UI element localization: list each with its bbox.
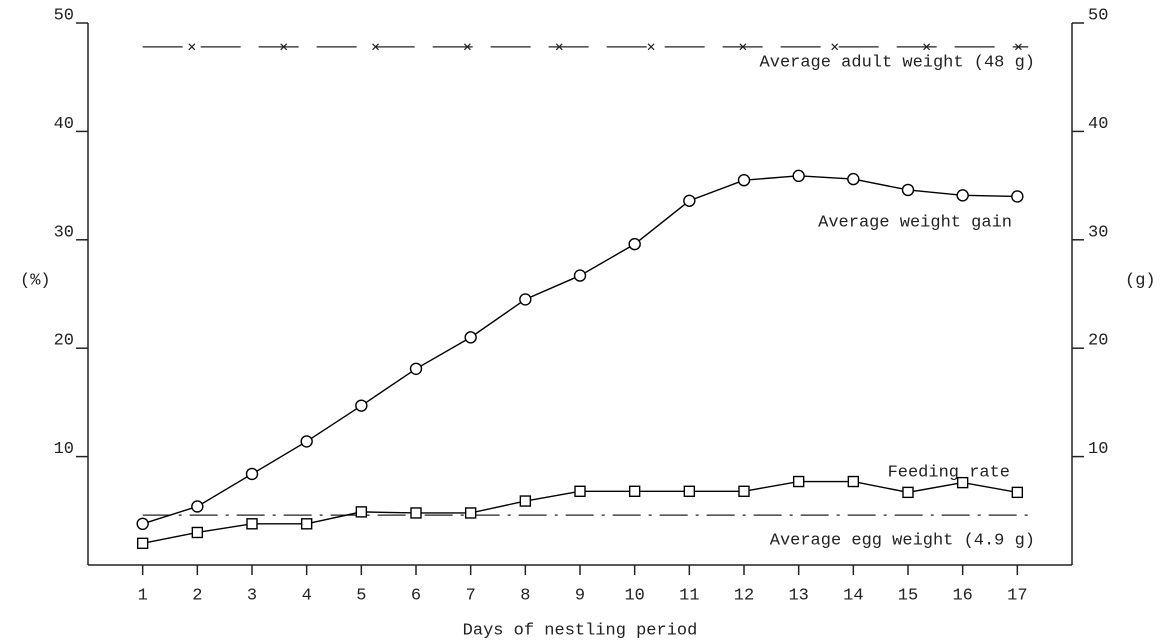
point [956,189,969,202]
x-tick-label: 4 [302,586,312,605]
y2-tick-label: 30 [1088,223,1108,242]
reference-marker [280,43,288,51]
y-tick-label: 20 [54,332,74,351]
y2-tick-label: 10 [1088,440,1108,459]
point [628,485,641,497]
point [1011,486,1024,499]
point [519,293,532,306]
point [410,507,422,519]
reference-marker [463,43,471,51]
reference-marker [739,43,747,51]
x-tick-label: 10 [624,586,644,605]
point [573,269,587,282]
reference-marker [923,43,931,51]
y-tick-label: 30 [54,223,74,242]
point [300,518,313,530]
point [901,183,915,197]
x-tick-label: 1 [138,586,148,605]
x-tick-label: 5 [356,586,366,605]
reference-marker [188,43,196,51]
x-tick-label: 13 [788,586,808,605]
x-tick-label: 16 [952,586,972,605]
y2-tick-label: 20 [1088,332,1108,351]
point [191,500,204,513]
point [464,331,477,344]
y-tick-label: 10 [54,440,74,459]
point [246,518,258,530]
x-tick-label: 12 [734,586,754,605]
reference-label: Average egg weight (4.9 g) [770,531,1035,550]
x-tick-label: 7 [466,586,476,605]
point [847,172,860,186]
x-axis-label: Days of nestling period [463,621,698,640]
x-tick-label: 2 [192,586,202,605]
point [519,495,532,507]
point [792,475,805,488]
reference-marker [372,43,379,51]
reference-marker [647,43,655,51]
point [355,506,368,518]
series-label: Average weight gain [818,213,1012,232]
point [902,486,914,499]
point [464,507,477,519]
point [847,475,860,488]
point [737,173,751,187]
x-tick-label: 8 [520,586,530,605]
reference-marker [1015,43,1022,51]
series-label: Feeding rate [888,463,1010,482]
x-tick-label: 17 [1007,586,1027,605]
y2-tick-label: 50 [1088,6,1108,25]
y-tick-label: 40 [54,115,74,134]
reference-marker [555,43,563,51]
point [355,399,368,412]
x-tick-label: 14 [843,586,863,605]
reference-marker [831,43,839,51]
x-tick-label: 6 [411,586,421,605]
x-tick-label: 9 [575,586,585,605]
point [738,485,750,497]
point [683,194,696,207]
y-axis-label: (%) [20,271,51,290]
point [300,435,313,448]
point [136,517,149,531]
point [683,485,696,497]
point [792,169,805,183]
point [1011,190,1024,203]
y-tick-label: 50 [54,6,74,25]
point [574,485,586,497]
reference-label: Average adult weight (48 g) [760,53,1035,72]
point [245,467,259,481]
x-tick-label: 11 [679,586,699,605]
point [136,537,149,550]
point [956,476,969,489]
y2-axis-label: (g) [1125,271,1156,290]
x-tick-label: 3 [247,586,257,605]
y2-tick-label: 40 [1088,115,1108,134]
point [409,362,423,375]
point [628,237,641,251]
x-tick-label: 15 [898,586,918,605]
point [191,526,204,539]
